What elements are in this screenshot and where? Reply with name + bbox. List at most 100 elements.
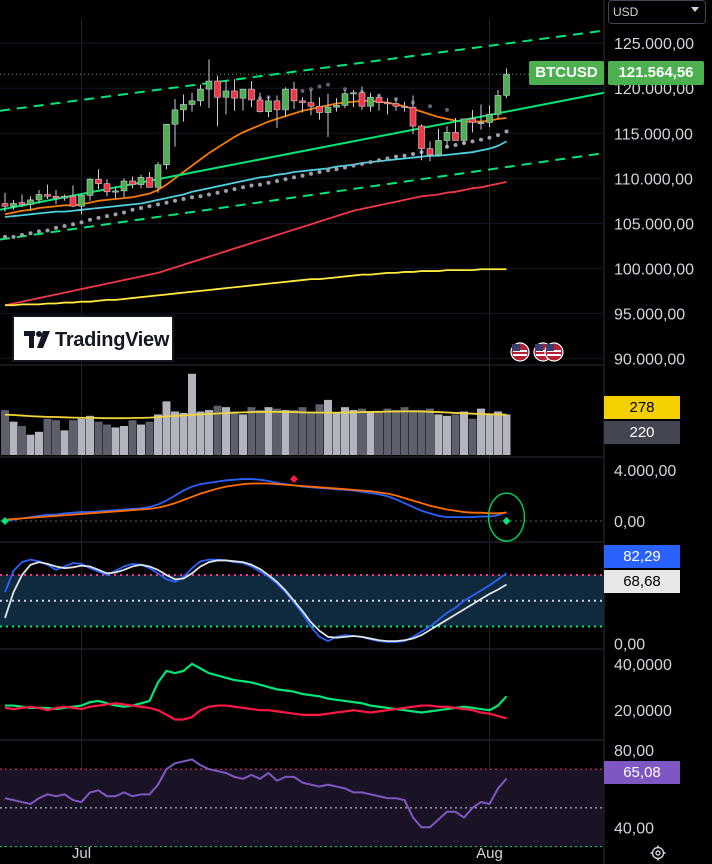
sar-dot — [164, 200, 169, 205]
sar-dot — [173, 198, 177, 203]
volume-bar — [409, 410, 417, 455]
volume-bar — [222, 407, 230, 455]
sar-dot — [28, 231, 33, 236]
candle-body — [137, 177, 145, 185]
flag-stripe — [536, 354, 550, 356]
price-axis[interactable]: 125.000,00 120.000,00 115.000,00 110.000,00… — [614, 36, 694, 837]
dmi-pane[interactable] — [4, 662, 508, 721]
sar-dot — [3, 234, 7, 239]
sar-dot — [215, 190, 220, 195]
gear-icon[interactable] — [650, 845, 666, 861]
candle-body — [409, 106, 417, 127]
volume-bar — [103, 424, 111, 455]
volume-bar — [417, 410, 426, 455]
tradingview-logo[interactable]: TradingView — [12, 315, 174, 362]
candle-body — [435, 140, 442, 156]
volume-ma-label: 278 — [604, 396, 680, 419]
time-axis[interactable]: Jul Aug — [72, 845, 503, 862]
sar-dot — [96, 215, 101, 220]
candle-body — [95, 178, 102, 184]
sar-dot — [479, 137, 483, 142]
y-tick-label: 80,00 — [614, 743, 654, 760]
volume-bar — [9, 421, 18, 455]
signal-marker — [502, 516, 511, 525]
sar-dot — [207, 192, 211, 197]
candle-body — [69, 196, 77, 207]
currency-selector[interactable]: USD — [608, 0, 706, 24]
signal-marker — [290, 475, 298, 484]
volume-bar — [205, 410, 213, 455]
macd-pane[interactable] — [0, 475, 604, 542]
us-flag-icon — [510, 342, 530, 362]
candle-body — [324, 106, 332, 113]
candle-body — [248, 88, 255, 101]
volume-bar — [443, 415, 451, 455]
y-tick-label: 95.000,00 — [614, 306, 685, 323]
candle-body — [231, 90, 238, 99]
candle-body — [469, 118, 476, 123]
sar-dot — [377, 158, 381, 163]
sar-dot — [351, 163, 356, 168]
candle-body — [214, 80, 221, 98]
volume-bar — [264, 407, 273, 455]
tradingview-logo-icon — [24, 331, 50, 348]
candle-body — [129, 180, 136, 185]
currency-label: USD — [613, 5, 639, 19]
sar-dot — [300, 88, 305, 93]
volume-bar — [179, 412, 188, 455]
volume-bar — [460, 411, 468, 455]
volume-bar — [86, 415, 94, 455]
sar-dot — [181, 197, 186, 202]
candle-body — [154, 164, 162, 188]
volume-bar — [341, 407, 349, 455]
volume-bar — [18, 426, 26, 455]
candle-body — [299, 100, 306, 103]
volume-bar — [485, 414, 494, 455]
sar-dot — [198, 194, 203, 199]
candle-body — [180, 104, 187, 111]
sar-dot — [156, 202, 160, 207]
sar-dot — [20, 233, 24, 238]
y-tick-label: 0,00 — [614, 637, 645, 654]
sar-dot — [385, 156, 390, 161]
symbol-ticker-label[interactable]: BTCUSD — [529, 61, 604, 85]
candle-body — [443, 132, 451, 141]
candle-body — [256, 99, 264, 112]
sar-dot — [258, 182, 262, 187]
candle-body — [35, 194, 43, 201]
candle-body — [375, 96, 383, 103]
sar-dot — [224, 188, 228, 193]
stochastic-pane[interactable] — [0, 558, 604, 643]
sar-dot — [504, 129, 509, 134]
sar-dot — [309, 87, 313, 92]
candle-body — [171, 109, 179, 125]
y-tick-label: 110.000,00 — [614, 171, 693, 188]
sar-dot — [343, 165, 347, 170]
sar-dot — [275, 178, 279, 183]
candle-body — [401, 105, 408, 108]
volume-bar — [400, 407, 409, 455]
sar-dot — [249, 183, 254, 188]
sar-dot — [368, 160, 373, 165]
volume-bar — [230, 411, 239, 455]
candle-body — [120, 180, 128, 192]
volume-bar — [213, 405, 222, 455]
dmi-line — [4, 702, 507, 721]
chevron-down-icon — [691, 7, 699, 12]
candle-body — [112, 190, 119, 193]
price-pane[interactable] — [0, 29, 605, 362]
sar-dot — [139, 206, 143, 211]
sar-dot — [122, 210, 126, 215]
x-tick-label: Jul — [72, 845, 91, 862]
volume-pane[interactable] — [1, 373, 511, 455]
candle-body — [205, 80, 213, 90]
candle-body — [52, 196, 60, 199]
volume-bar — [128, 420, 137, 455]
sar-dot — [71, 222, 75, 227]
volume-bar — [94, 421, 103, 455]
us-flag-icon — [544, 342, 564, 362]
sar-dot — [402, 153, 407, 158]
rsi-pane[interactable] — [0, 758, 604, 848]
candle-body — [503, 73, 510, 96]
